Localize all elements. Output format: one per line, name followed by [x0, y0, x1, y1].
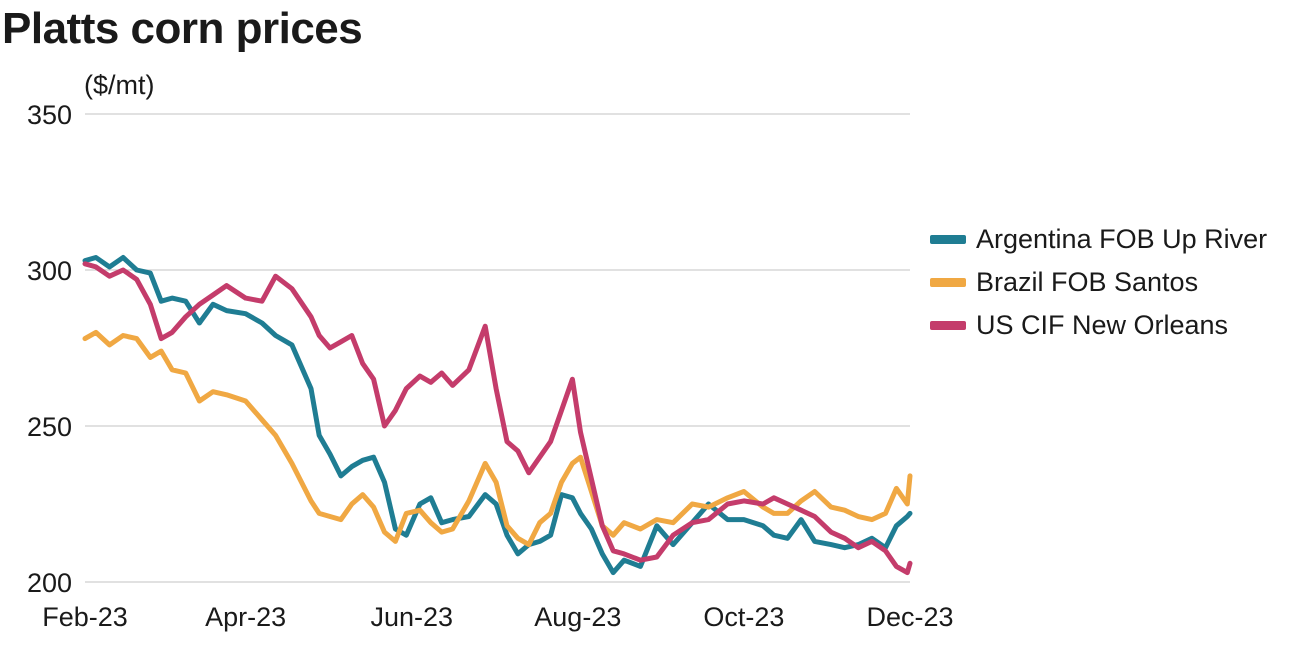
x-tick-label: Dec-23: [866, 602, 953, 632]
legend: Argentina FOB Up River Brazil FOB Santos…: [930, 218, 1267, 347]
legend-label-brazil: Brazil FOB Santos: [976, 267, 1199, 297]
legend-swatch-argentina: [930, 235, 966, 244]
x-tick-label: Jun-23: [370, 602, 453, 632]
legend-item-us: US CIF New Orleans: [930, 304, 1267, 347]
x-tick-label: Aug-23: [534, 602, 621, 632]
legend-item-argentina: Argentina FOB Up River: [930, 218, 1267, 261]
series-line-brazil: [82, 329, 913, 548]
legend-item-brazil: Brazil FOB Santos: [930, 261, 1267, 304]
x-tick-label: Oct-23: [703, 602, 784, 632]
y-tick-label: 350: [27, 100, 72, 130]
x-axis-ticks: Feb-23 Apr-23 Jun-23 Aug-23 Oct-23 Dec-23: [42, 602, 953, 632]
y-axis-unit-label: ($/mt): [84, 70, 155, 100]
legend-swatch-brazil: [930, 278, 966, 287]
legend-label-argentina: Argentina FOB Up River: [976, 224, 1268, 254]
y-tick-label: 300: [27, 256, 72, 286]
chart-title: Platts corn prices: [2, 4, 363, 53]
x-tick-label: Apr-23: [205, 602, 286, 632]
legend-label-us: US CIF New Orleans: [976, 310, 1229, 340]
x-tick-label: Feb-23: [42, 602, 128, 632]
series-line-argentina: [82, 255, 913, 576]
series-lines: [82, 255, 913, 576]
y-axis-ticks: 200 250 300 350: [27, 100, 72, 598]
gridlines: [85, 113, 910, 583]
series-line-us: [82, 261, 913, 576]
legend-swatch-us: [930, 321, 966, 330]
y-tick-label: 200: [27, 568, 72, 598]
y-tick-label: 250: [27, 412, 72, 442]
